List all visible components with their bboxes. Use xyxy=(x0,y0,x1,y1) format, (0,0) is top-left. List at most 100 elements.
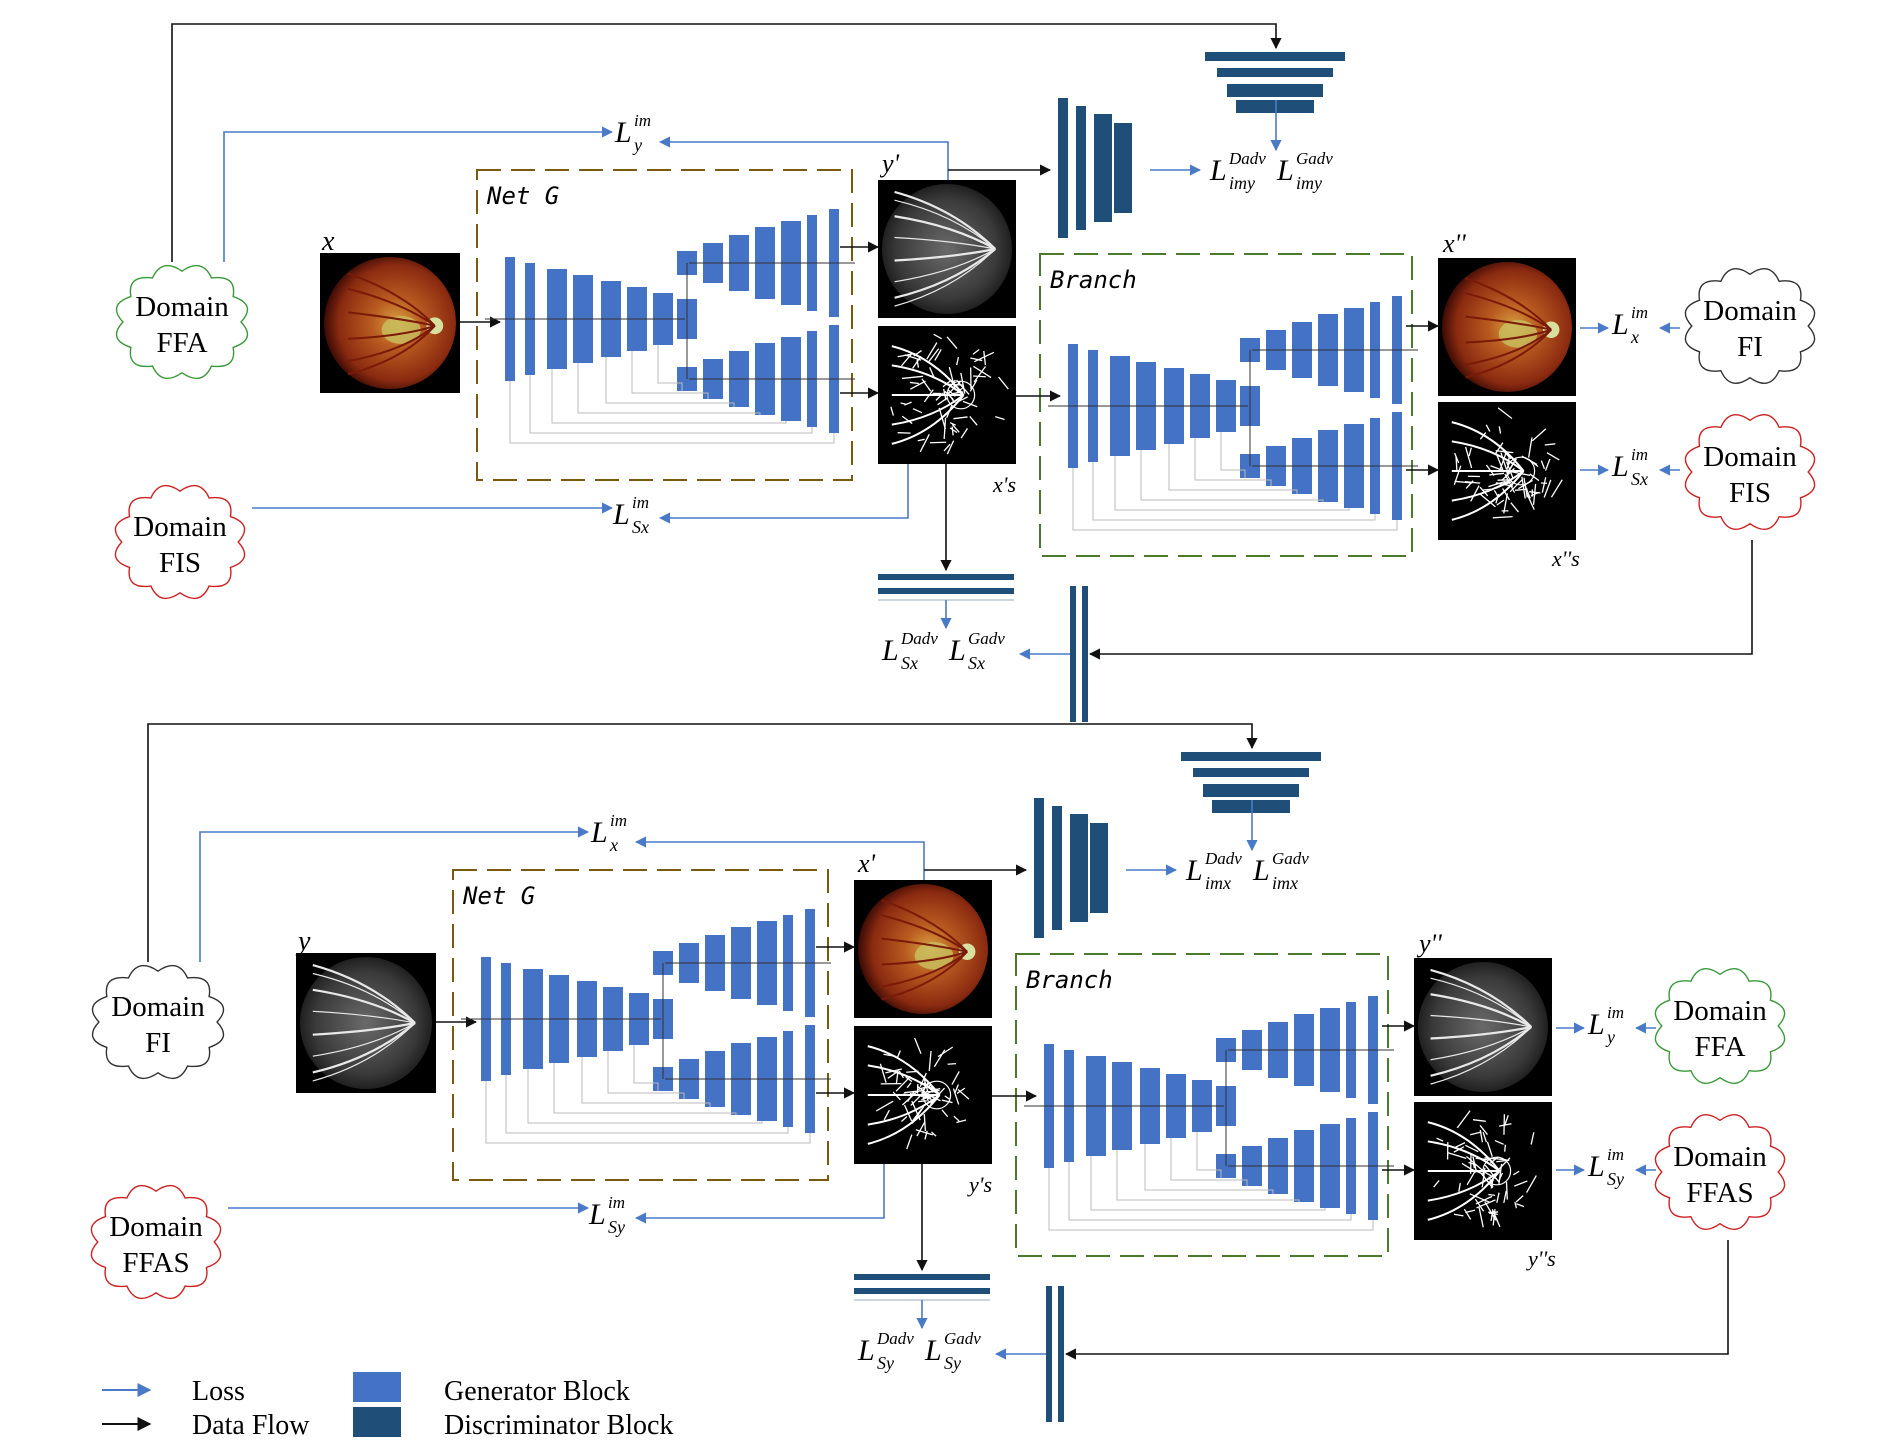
seg-vessel xyxy=(1494,442,1504,455)
flow-cloud-to-disc xyxy=(147,723,1258,962)
skip-connection xyxy=(529,375,813,434)
rec-seg-label: x''s xyxy=(1551,546,1580,571)
ffa-disc xyxy=(1418,962,1548,1092)
seg-vessel xyxy=(1479,1129,1484,1143)
legend-data-flow-label: Data Flow xyxy=(192,1410,310,1441)
disc-block xyxy=(1217,68,1333,77)
skip-connection xyxy=(1092,462,1376,521)
seg-main-vessel xyxy=(891,394,965,445)
loss-symbol: L xyxy=(1611,450,1629,483)
seg-vessel xyxy=(916,1085,930,1096)
loss-superscript: Gadv xyxy=(1272,849,1309,868)
net-g-box xyxy=(476,169,853,481)
loss-symbol: L xyxy=(614,116,632,149)
ffa-vessel xyxy=(312,1021,416,1036)
seg-vessel xyxy=(1498,426,1502,434)
branch-box xyxy=(1015,953,1389,1257)
fundus-vessel xyxy=(881,950,968,988)
seg-vessel xyxy=(1447,1152,1467,1159)
loss-subscript: Sx xyxy=(968,653,985,673)
seg-vessel xyxy=(946,336,958,350)
loss-superscript: Dadv xyxy=(876,1329,914,1348)
loss-symbol: L xyxy=(1587,1008,1605,1041)
ffa-vessel xyxy=(894,248,997,299)
cloud-label-line1: Domain xyxy=(1703,295,1797,327)
fundus-vessel xyxy=(881,937,968,953)
cloud-label-line2: FFAS xyxy=(122,1247,189,1279)
seg-vessel xyxy=(953,416,968,420)
disc-block xyxy=(878,588,1014,594)
legend-generator-swatch xyxy=(353,1372,401,1402)
seg-vessel xyxy=(1470,485,1480,502)
cloud-left-bottom: Domain FIS xyxy=(114,484,246,600)
seg-vessel xyxy=(1525,492,1535,510)
disc-seg-generated xyxy=(854,1274,990,1301)
loss-symbol: L xyxy=(1587,1150,1605,1183)
branch-generator xyxy=(1048,296,1418,531)
seg-vessel xyxy=(895,1075,911,1092)
seg-vessel xyxy=(919,1072,927,1088)
seg-vessel xyxy=(1526,1175,1537,1193)
skip-connection xyxy=(1090,1156,1326,1211)
cloud-outline xyxy=(114,484,246,600)
legend-generator-label: Generator Block xyxy=(444,1376,630,1407)
disc-image-real xyxy=(1181,752,1321,813)
net-g-box-label: Net G xyxy=(486,182,559,210)
disc-block xyxy=(1070,814,1088,922)
seg-vessel xyxy=(934,349,942,361)
loss-symbol: L xyxy=(1209,154,1227,187)
cloud-right-top: Domain FI xyxy=(1684,268,1816,384)
skip-connection xyxy=(509,381,835,444)
skip-connection xyxy=(505,1075,789,1134)
seg-output-label: y's xyxy=(967,1172,992,1197)
gen-output-label: x' xyxy=(857,849,876,878)
fundus-vessel xyxy=(347,272,436,327)
seg-vessel xyxy=(1455,1142,1466,1148)
loss-superscript: Dadv xyxy=(1204,849,1242,868)
fundus-vessel xyxy=(347,324,436,340)
seg-vessel xyxy=(1453,1213,1464,1217)
disc-image-generated xyxy=(1034,798,1108,938)
skip-connection xyxy=(1170,1138,1248,1186)
loss-symbol: L xyxy=(948,634,966,667)
seg-vessel xyxy=(1470,1131,1482,1136)
seg-vessel xyxy=(937,1046,954,1058)
cloud-label-line2: FFA xyxy=(1694,1031,1745,1063)
fundus-vessel xyxy=(1465,329,1552,379)
input-label: x xyxy=(321,226,335,257)
cloud-label-line2: FI xyxy=(145,1027,171,1059)
loss-symbol: L xyxy=(857,1334,875,1367)
diagram-content: DomainFFADomainFISDomainFIDomainFISxNet … xyxy=(90,23,1816,1422)
seg-vessel xyxy=(924,1130,928,1140)
seg-vessel xyxy=(1474,1198,1485,1212)
loss-subscript: imx xyxy=(1205,873,1231,893)
seg-vessel xyxy=(1514,1180,1528,1187)
seg-vessel xyxy=(1503,1190,1507,1204)
loss-symbol: L xyxy=(881,634,899,667)
seg-vessel xyxy=(1516,1203,1525,1208)
disc-block xyxy=(1058,1286,1064,1422)
seg-vessel xyxy=(946,440,955,455)
net-g-generator xyxy=(485,209,855,444)
seg-vessel xyxy=(1488,1211,1498,1216)
seg-vessel xyxy=(969,416,978,426)
seg-vessel xyxy=(900,402,907,405)
fundus-vessel xyxy=(1465,315,1552,331)
seg-vessel xyxy=(1492,515,1513,519)
seg-vessel xyxy=(1472,1119,1486,1122)
legend-loss-label: Loss xyxy=(192,1376,245,1407)
loss-symbol: L xyxy=(1185,854,1203,887)
branch-box xyxy=(1039,253,1413,557)
cloud-outline xyxy=(1654,1114,1786,1230)
loss-superscript: Gadv xyxy=(1296,149,1333,168)
disc-block xyxy=(1076,106,1086,230)
loss-superscript: im xyxy=(632,493,649,512)
seg-vessel xyxy=(906,1134,913,1150)
seg-vessel xyxy=(1493,490,1499,498)
loss-symbol: L xyxy=(924,1334,942,1367)
